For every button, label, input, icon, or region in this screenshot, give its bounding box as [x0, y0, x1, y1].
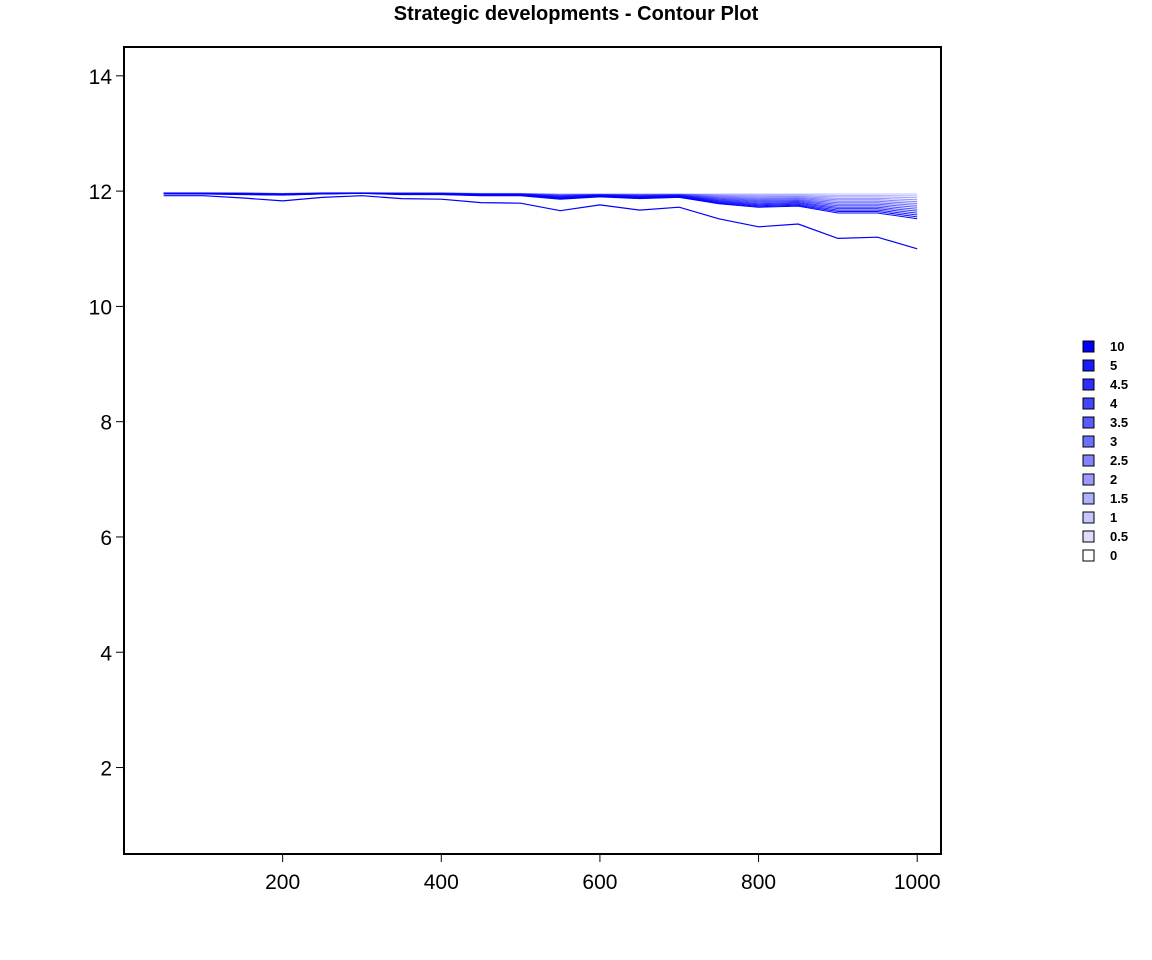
- y-tick-label: 12: [89, 181, 112, 204]
- legend-label: 2: [1110, 472, 1117, 487]
- plot-frame: [123, 46, 942, 855]
- legend-label: 1: [1110, 510, 1117, 525]
- legend-swatch: [1082, 340, 1095, 353]
- x-tick-label: 1000: [894, 871, 941, 894]
- legend-swatch: [1082, 435, 1095, 448]
- y-tick-label: 2: [100, 758, 112, 781]
- x-tick-label: 200: [265, 871, 300, 894]
- y-tick-label: 6: [100, 527, 112, 550]
- legend-label: 0: [1110, 548, 1117, 563]
- legend-label: 4: [1110, 396, 1118, 411]
- y-tick-label: 10: [89, 296, 112, 319]
- legend-swatch: [1082, 397, 1095, 410]
- legend: 10 5 4.5 4 3.5 3 2.5 2 1.5 1 0.5 0: [1082, 339, 1128, 563]
- legend-label: 4.5: [1110, 377, 1128, 392]
- x-axis: 200 400 600 800 1000: [265, 854, 941, 894]
- legend-label: 1.5: [1110, 491, 1128, 506]
- legend-swatch: [1082, 530, 1095, 543]
- y-tick-label: 14: [89, 66, 113, 89]
- legend-label: 3: [1110, 434, 1117, 449]
- y-axis: 2 4 6 8 10 12 14: [89, 66, 124, 781]
- legend-swatch: [1082, 359, 1095, 372]
- contour-lines: [163, 192, 918, 250]
- chart-title: Strategic developments - Contour Plot: [394, 3, 759, 25]
- contour-line: [163, 192, 918, 195]
- legend-swatch: [1082, 416, 1095, 429]
- legend-swatch: [1082, 511, 1095, 524]
- contour-line: [163, 192, 918, 220]
- x-tick-label: 800: [741, 871, 776, 894]
- contour-line-outer: [163, 195, 918, 250]
- y-tick-label: 8: [100, 412, 112, 435]
- legend-swatch: [1082, 549, 1095, 562]
- x-tick-label: 400: [424, 871, 459, 894]
- legend-swatch: [1082, 473, 1095, 486]
- y-tick-label: 4: [100, 642, 112, 665]
- legend-label: 10: [1110, 339, 1124, 354]
- legend-label: 2.5: [1110, 453, 1128, 468]
- legend-label: 3.5: [1110, 415, 1128, 430]
- legend-swatch: [1082, 454, 1095, 467]
- contour-line: [163, 192, 918, 197]
- legend-label: 0.5: [1110, 529, 1128, 544]
- legend-label: 5: [1110, 358, 1117, 373]
- x-tick-label: 600: [582, 871, 617, 894]
- legend-swatch: [1082, 492, 1095, 505]
- legend-swatch: [1082, 378, 1095, 391]
